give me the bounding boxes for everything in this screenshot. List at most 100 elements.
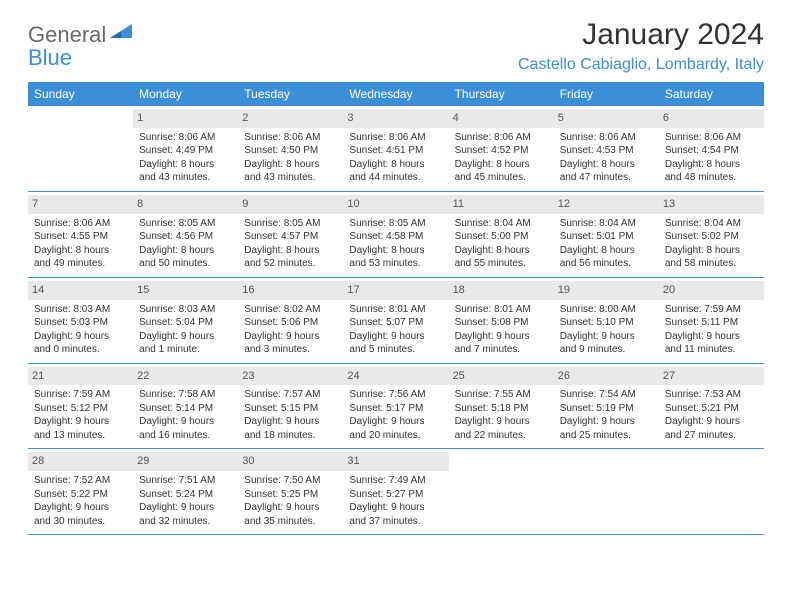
sunrise-line: Sunrise: 7:51 AM [139,474,232,488]
sunrise-line: Sunrise: 8:06 AM [665,131,758,145]
sunrise-line: Sunrise: 8:06 AM [139,131,232,145]
daylight-line: Daylight: 9 hours and 37 minutes. [349,501,442,528]
sunrise-line: Sunrise: 8:02 AM [244,303,337,317]
daylight-line: Daylight: 8 hours and 56 minutes. [560,244,653,271]
daylight-line: Daylight: 9 hours and 16 minutes. [139,415,232,442]
day-number: 11 [449,195,554,214]
day-cell: 11Sunrise: 8:04 AMSunset: 5:00 PMDayligh… [449,192,554,277]
daylight-line: Daylight: 9 hours and 22 minutes. [455,415,548,442]
sunrise-line: Sunrise: 8:04 AM [665,217,758,231]
daylight-line: Daylight: 9 hours and 18 minutes. [244,415,337,442]
day-cell: 15Sunrise: 8:03 AMSunset: 5:04 PMDayligh… [133,278,238,363]
day-cell: 14Sunrise: 8:03 AMSunset: 5:03 PMDayligh… [28,278,133,363]
sunset-line: Sunset: 4:56 PM [139,230,232,244]
day-number: 10 [343,195,448,214]
day-number: 9 [238,195,343,214]
daylight-line: Daylight: 9 hours and 20 minutes. [349,415,442,442]
sunset-line: Sunset: 5:08 PM [455,316,548,330]
sunrise-line: Sunrise: 8:05 AM [244,217,337,231]
sunset-line: Sunset: 5:03 PM [34,316,127,330]
sunrise-line: Sunrise: 8:03 AM [34,303,127,317]
sunset-line: Sunset: 5:14 PM [139,402,232,416]
daylight-line: Daylight: 8 hours and 48 minutes. [665,158,758,185]
daylight-line: Daylight: 8 hours and 55 minutes. [455,244,548,271]
day-number: 25 [449,367,554,386]
day-number: 31 [343,452,448,471]
weekday-header-cell: Tuesday [238,82,343,106]
day-number: 2 [238,109,343,128]
daylight-line: Daylight: 8 hours and 43 minutes. [139,158,232,185]
day-number: 7 [28,195,133,214]
sunset-line: Sunset: 5:27 PM [349,488,442,502]
weekday-header-cell: Saturday [659,82,764,106]
sunrise-line: Sunrise: 7:55 AM [455,388,548,402]
day-cell: 13Sunrise: 8:04 AMSunset: 5:02 PMDayligh… [659,192,764,277]
sunset-line: Sunset: 4:54 PM [665,144,758,158]
day-number: 16 [238,281,343,300]
weekday-header-cell: Monday [133,82,238,106]
title-block: January 2024 Castello Cabiaglio, Lombard… [518,18,764,74]
day-number: 13 [659,195,764,214]
sunrise-line: Sunrise: 7:52 AM [34,474,127,488]
sunset-line: Sunset: 4:57 PM [244,230,337,244]
day-number: 29 [133,452,238,471]
day-cell: 19Sunrise: 8:00 AMSunset: 5:10 PMDayligh… [554,278,659,363]
day-cell [554,449,659,534]
logo: General Blue [28,24,136,70]
day-cell: 3Sunrise: 8:06 AMSunset: 4:51 PMDaylight… [343,106,448,191]
day-cell: 29Sunrise: 7:51 AMSunset: 5:24 PMDayligh… [133,449,238,534]
day-cell: 17Sunrise: 8:01 AMSunset: 5:07 PMDayligh… [343,278,448,363]
week-row: 21Sunrise: 7:59 AMSunset: 5:12 PMDayligh… [28,364,764,450]
logo-word-2: Blue [28,45,72,70]
daylight-line: Daylight: 8 hours and 50 minutes. [139,244,232,271]
daylight-line: Daylight: 9 hours and 9 minutes. [560,330,653,357]
day-number: 4 [449,109,554,128]
logo-text: General Blue [28,24,136,70]
weeks-container: 1Sunrise: 8:06 AMSunset: 4:49 PMDaylight… [28,106,764,535]
day-number: 12 [554,195,659,214]
sunrise-line: Sunrise: 7:59 AM [665,303,758,317]
calendar-grid: SundayMondayTuesdayWednesdayThursdayFrid… [28,82,764,535]
logo-flag-icon [110,24,136,42]
daylight-line: Daylight: 8 hours and 58 minutes. [665,244,758,271]
day-cell: 18Sunrise: 8:01 AMSunset: 5:08 PMDayligh… [449,278,554,363]
day-number: 1 [133,109,238,128]
sunrise-line: Sunrise: 8:01 AM [349,303,442,317]
week-row: 14Sunrise: 8:03 AMSunset: 5:03 PMDayligh… [28,278,764,364]
day-cell: 24Sunrise: 7:56 AMSunset: 5:17 PMDayligh… [343,364,448,449]
sunset-line: Sunset: 5:01 PM [560,230,653,244]
day-number: 28 [28,452,133,471]
daylight-line: Daylight: 8 hours and 52 minutes. [244,244,337,271]
day-number: 20 [659,281,764,300]
day-cell: 10Sunrise: 8:05 AMSunset: 4:58 PMDayligh… [343,192,448,277]
day-cell: 20 Sunrise: 7:59 AMSunset: 5:11 PMDayligh… [659,278,764,363]
day-cell: 26Sunrise: 7:54 AMSunset: 5:19 PMDayligh… [554,364,659,449]
day-cell: 8Sunrise: 8:05 AMSunset: 4:56 PMDaylight… [133,192,238,277]
sunset-line: Sunset: 4:53 PM [560,144,653,158]
day-cell: 12Sunrise: 8:04 AMSunset: 5:01 PMDayligh… [554,192,659,277]
day-cell [28,106,133,191]
day-cell: 30Sunrise: 7:50 AMSunset: 5:25 PMDayligh… [238,449,343,534]
sunset-line: Sunset: 4:50 PM [244,144,337,158]
day-number: 27 [659,367,764,386]
day-cell: 21Sunrise: 7:59 AMSunset: 5:12 PMDayligh… [28,364,133,449]
sunset-line: Sunset: 4:58 PM [349,230,442,244]
daylight-line: Daylight: 9 hours and 30 minutes. [34,501,127,528]
day-cell: 23Sunrise: 7:57 AMSunset: 5:15 PMDayligh… [238,364,343,449]
sunset-line: Sunset: 5:19 PM [560,402,653,416]
day-number: 30 [238,452,343,471]
month-title: January 2024 [518,18,764,52]
daylight-line: Daylight: 9 hours and 0 minutes. [34,330,127,357]
weekday-header-cell: Thursday [449,82,554,106]
sunset-line: Sunset: 5:00 PM [455,230,548,244]
day-cell [659,449,764,534]
sunset-line: Sunset: 5:11 PM [665,316,758,330]
day-cell: 22Sunrise: 7:58 AMSunset: 5:14 PMDayligh… [133,364,238,449]
sunrise-line: Sunrise: 8:00 AM [560,303,653,317]
day-cell: 6Sunrise: 8:06 AMSunset: 4:54 PMDaylight… [659,106,764,191]
day-cell: 7Sunrise: 8:06 AMSunset: 4:55 PMDaylight… [28,192,133,277]
sunset-line: Sunset: 5:24 PM [139,488,232,502]
daylight-line: Daylight: 9 hours and 11 minutes. [665,330,758,357]
sunset-line: Sunset: 4:51 PM [349,144,442,158]
week-row: 7Sunrise: 8:06 AMSunset: 4:55 PMDaylight… [28,192,764,278]
